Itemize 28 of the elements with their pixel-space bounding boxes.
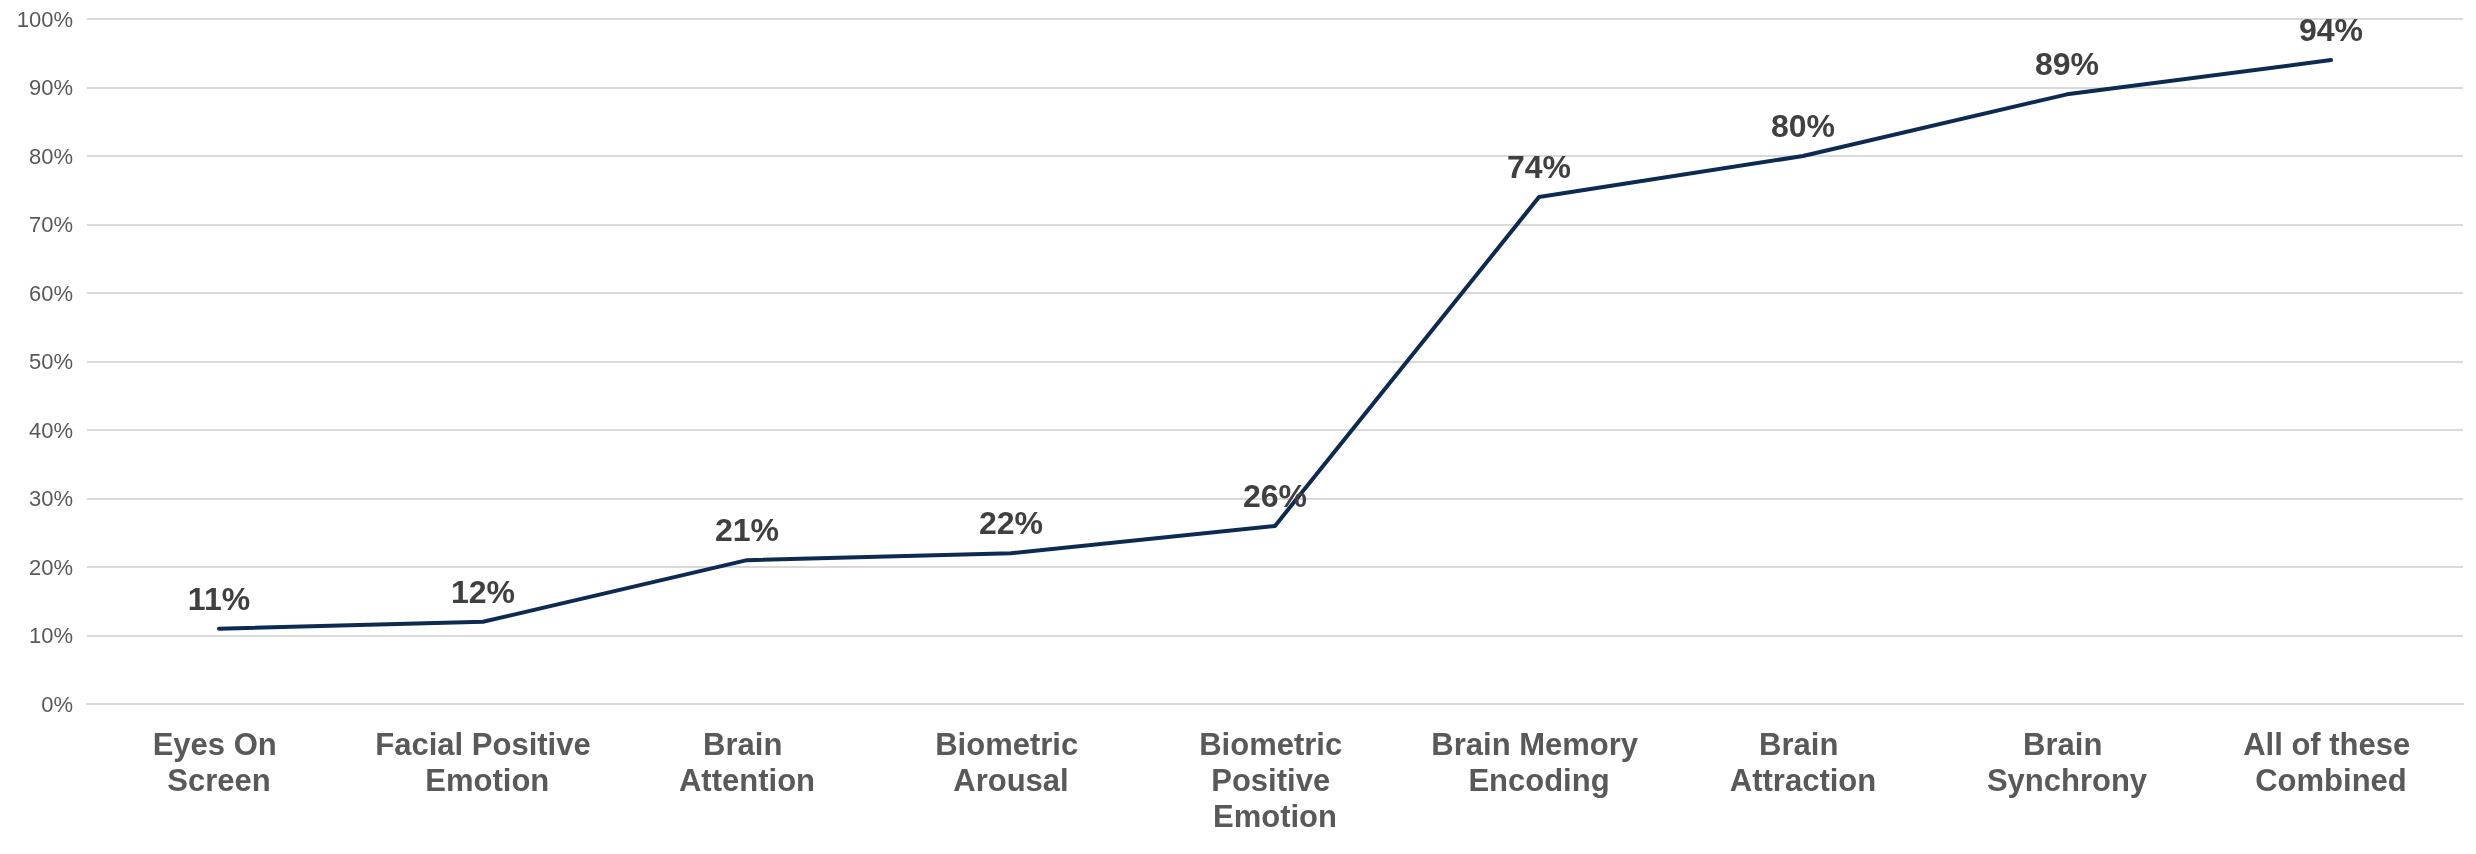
y-tick-label: 40% xyxy=(28,417,73,443)
x-tick-label: Facial Positive Emotion xyxy=(375,726,591,798)
y-tick-label: 70% xyxy=(28,212,73,237)
x-tick-label: Brain Attraction xyxy=(1729,726,1877,798)
data-label: 74% xyxy=(1506,149,1572,186)
y-tick-label: 90% xyxy=(28,75,73,100)
x-tick-label: Brain Synchrony xyxy=(1986,726,2148,798)
data-label: 89% xyxy=(2034,46,2100,83)
y-tick-label: 30% xyxy=(28,486,73,511)
data-label: 12% xyxy=(450,573,516,610)
y-tick-label: 80% xyxy=(28,143,73,169)
data-label: 80% xyxy=(1770,108,1836,144)
data-label: 94% xyxy=(2298,12,2364,49)
x-tick-label: Eyes On Screen xyxy=(152,726,286,798)
x-tick-label: Biometric Arousal xyxy=(935,726,1087,798)
x-tick-label: Biometric Positive Emotion xyxy=(1199,726,1351,834)
x-tick-label: All of these Combined xyxy=(2243,726,2419,798)
x-tick-label: Brain Attention xyxy=(678,726,816,798)
data-label: 22% xyxy=(978,505,1044,542)
y-tick-label: 60% xyxy=(28,280,73,306)
y-tick-label: 0% xyxy=(41,691,73,717)
y-tick-label: 100% xyxy=(16,6,73,32)
x-tick-label: Brain Memory Encoding xyxy=(1431,726,1647,798)
y-tick-label: 20% xyxy=(28,554,73,580)
y-tick-label: 50% xyxy=(28,349,73,374)
data-label: 21% xyxy=(714,512,780,549)
y-tick-label: 10% xyxy=(28,623,73,648)
data-label: 11% xyxy=(187,580,251,617)
